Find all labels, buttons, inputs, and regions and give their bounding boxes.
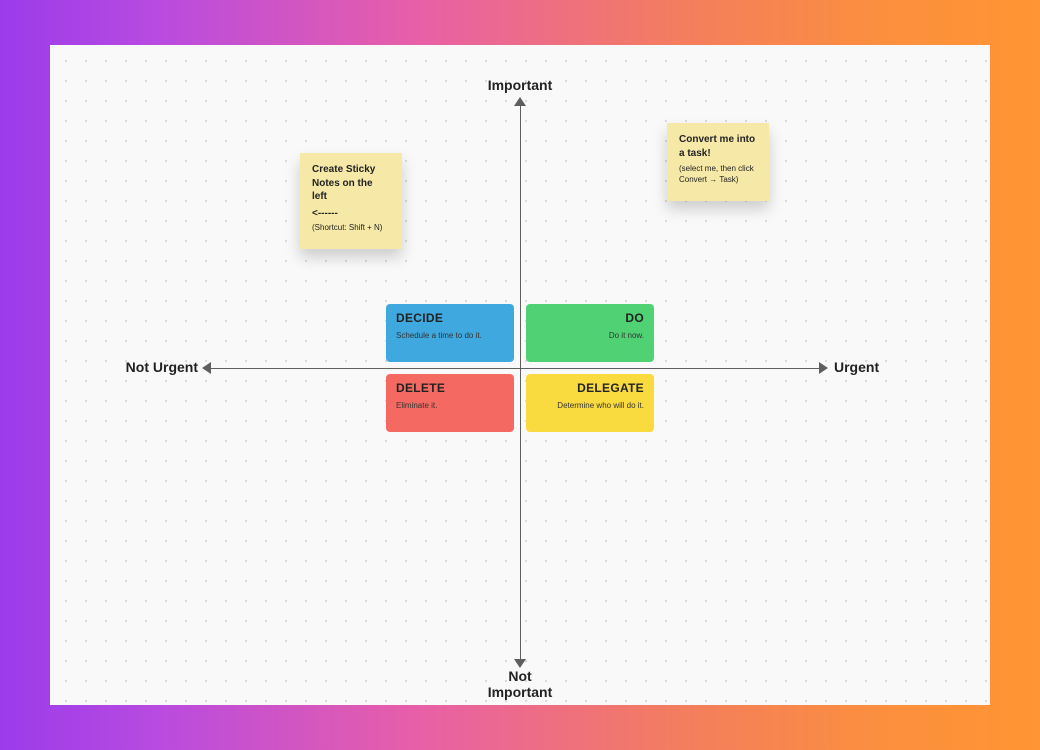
sticky-note-convert[interactable]: Convert me into a task! (select me, then… xyxy=(667,123,769,201)
quadrant-title: DECIDE xyxy=(396,311,504,325)
sticky-subtext: (Shortcut: Shift + N) xyxy=(312,223,390,234)
arrow-left-icon xyxy=(202,362,211,374)
quadrant-card-decide[interactable]: DECIDE Schedule a time to do it. xyxy=(386,304,514,362)
gradient-frame: Important NotImportant Not Urgent Urgent… xyxy=(0,0,1040,750)
axis-label-bottom: NotImportant xyxy=(470,668,570,700)
arrow-down-icon xyxy=(514,659,526,668)
sticky-title: Create Sticky Notes on the left xyxy=(312,163,390,204)
dot-grid-canvas[interactable]: Important NotImportant Not Urgent Urgent… xyxy=(50,45,990,705)
quadrant-card-delegate[interactable]: DELEGATE Determine who will do it. xyxy=(526,374,654,432)
axis-label-right: Urgent xyxy=(834,359,914,375)
quadrant-subtitle: Do it now. xyxy=(536,331,644,340)
quadrant-title: DELEGATE xyxy=(536,381,644,395)
arrow-right-icon xyxy=(819,362,828,374)
quadrant-card-do[interactable]: DO Do it now. xyxy=(526,304,654,362)
sticky-subtext: (select me, then click Convert → Task) xyxy=(679,164,757,186)
quadrant-subtitle: Determine who will do it. xyxy=(536,401,644,410)
axis-label-left: Not Urgent xyxy=(120,359,198,375)
x-axis-line xyxy=(210,368,820,369)
quadrant-title: DO xyxy=(536,311,644,325)
sticky-title: Convert me into a task! xyxy=(679,133,757,160)
y-axis-line xyxy=(520,105,521,660)
quadrant-title: DELETE xyxy=(396,381,504,395)
quadrant-subtitle: Schedule a time to do it. xyxy=(396,331,504,340)
quadrant-card-delete[interactable]: DELETE Eliminate it. xyxy=(386,374,514,432)
axis-label-top: Important xyxy=(470,77,570,93)
quadrant-subtitle: Eliminate it. xyxy=(396,401,504,410)
sticky-arrow-text: <------ xyxy=(312,208,390,219)
arrow-up-icon xyxy=(514,97,526,106)
sticky-note-create[interactable]: Create Sticky Notes on the left <------ … xyxy=(300,153,402,249)
